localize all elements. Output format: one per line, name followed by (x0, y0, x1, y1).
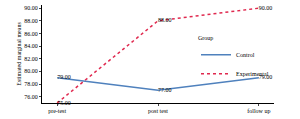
svg-text:76.00: 76.00 (24, 94, 38, 100)
svg-text:pre-test: pre-test (48, 108, 66, 114)
svg-text:86.00: 86.00 (24, 31, 38, 37)
svg-text:post test: post test (148, 108, 168, 114)
svg-text:84.00: 84.00 (24, 43, 38, 49)
svg-text:follow up: follow up (247, 108, 270, 114)
svg-text:88.00: 88.00 (158, 17, 172, 23)
svg-text:90.00: 90.00 (24, 5, 38, 11)
svg-text:75.00: 75.00 (57, 100, 71, 106)
svg-text:77.00: 77.00 (158, 87, 172, 93)
svg-text:79.00: 79.00 (258, 74, 273, 81)
svg-text:88.00: 88.00 (24, 18, 38, 24)
svg-text:Estimated marginal means: Estimated marginal means (16, 22, 22, 86)
svg-text:80.00: 80.00 (24, 68, 38, 74)
svg-text:Group: Group (198, 35, 213, 41)
svg-text:90.00: 90.00 (259, 5, 273, 11)
svg-text:82.00: 82.00 (24, 56, 38, 62)
svg-text:Control: Control (236, 52, 255, 58)
svg-text:Experimental: Experimental (236, 71, 269, 77)
svg-text:78.00: 78.00 (24, 81, 38, 87)
svg-text:79.00: 79.00 (57, 74, 71, 80)
